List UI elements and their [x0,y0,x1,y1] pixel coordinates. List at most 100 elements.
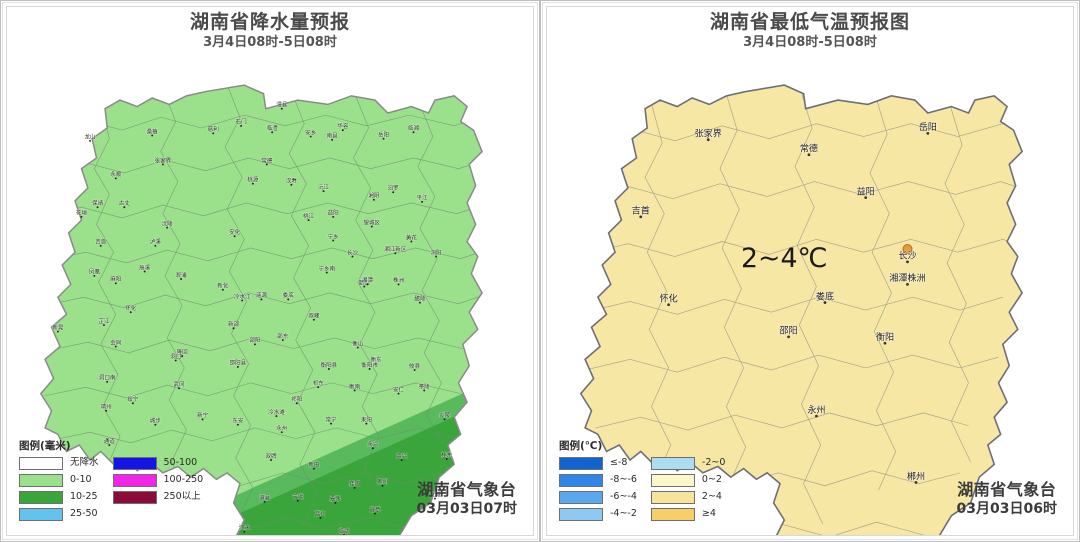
place-marker-dot [106,380,109,383]
map-place-label: 东安 [232,416,244,426]
place-name: 耒阳 [361,415,373,423]
place-name: 安仁 [393,385,405,393]
precipitation-credit-org: 湖南省气象台 [417,480,517,499]
map-place-label: 邵东 [277,332,289,342]
place-marker-dot [807,153,811,157]
map-place-label: 邵阳 [779,325,798,339]
map-place-label: 韶山 [358,278,370,288]
map-place-label: 绥宁 [127,395,139,405]
place-marker-dot [307,219,310,222]
province-outline [579,84,1024,535]
capital-marker-changsha [902,243,913,255]
place-marker-dot [342,534,345,535]
place-marker-dot [295,402,298,405]
place-marker-dot [353,486,356,489]
legend-item: 0-10 [19,473,99,487]
precipitation-panel: 湖南省降水量预报 3月4日08时-5日08时 [0,0,540,542]
place-name: 永顺 [110,170,122,178]
prefecture-boundaries [580,85,1023,535]
map-place-label: 怀化 [125,304,137,314]
map-place-label: 祁阳 [291,395,303,405]
legend-item: 25-50 [19,507,99,521]
map-place-label: 冷水江 [233,292,251,302]
legend-label: 250以上 [163,491,201,503]
place-name: 桑植 [147,127,159,135]
place-marker-dot [815,414,818,418]
place-name: 道县 [259,494,271,502]
place-marker-dot [131,402,134,405]
place-name: 龙山 [85,133,96,141]
place-name: 靖州 [101,403,112,411]
place-marker-dot [154,423,157,426]
temperature-legend-column-left: ≤-8 -8~-6 -6~-4 -4~-2 [559,456,637,521]
place-name: 石门 [236,118,248,126]
place-name: 湘潭 [362,276,374,284]
place-marker-dot [787,335,790,339]
map-place-label: 冷水滩 [268,408,286,418]
place-name: 新邵 [228,320,240,328]
map-place-label: 攸县 [409,362,421,372]
place-name: 泸溪 [150,238,162,246]
place-marker-dot [93,274,96,277]
place-name: 常德 [800,143,818,155]
legend-label: -8~-6 [610,474,637,486]
map-place-label: 常德 [799,142,819,157]
place-marker-dot [435,255,437,258]
place-name: 汝城 [429,490,441,498]
legend-swatch [112,456,157,470]
place-name: 洞口 [170,352,181,360]
place-name: 宁乡 [328,232,339,240]
place-marker-dot [236,365,239,368]
place-marker-dot [341,129,344,132]
place-marker-dot [397,283,400,286]
precipitation-legend-column-right: 50-100 100-250 250以上 [112,456,203,521]
place-name: 桃源 [247,176,259,184]
place-marker-dot [823,301,827,304]
map-place-label: 桑植 [146,127,159,137]
place-marker-dot [270,459,273,461]
place-name: 浏阳 [430,248,442,256]
place-marker-dot [639,215,643,219]
temperature-range-annotation: 2~4℃ [741,243,828,274]
legend-label: 10-25 [70,491,98,503]
map-place-label: 怀化 [659,292,678,307]
legend-item: 2~4 [650,490,725,504]
map-place-label: 双峰 [308,311,320,321]
place-marker-dot [327,368,330,370]
map-place-label: 桂东 [441,450,453,460]
place-name: 黄花 [406,233,418,241]
place-name: 新晃 [52,323,64,331]
place-name: 双峰 [308,312,320,320]
map-place-label: 衡山 [352,339,364,349]
place-marker-dot [281,339,284,342]
place-name: 资兴 [396,452,408,460]
map-place-label: 道县 [259,493,271,503]
map-place-label: 郴州 [377,477,388,487]
temperature-map-title: 湖南省最低气温预报图 [709,11,910,33]
map-place-label: 洞口南 [98,373,116,383]
place-name: 新化 [217,282,229,290]
place-name: 临澧 [267,124,279,132]
map-place-label: 会同 [110,338,122,348]
place-marker-dot [221,288,224,291]
place-name: 岳阳 [378,131,390,139]
legend-item: 10-25 [19,490,99,504]
temperature-panel: 湖南省最低气温预报图 3月4日08时-5日08时 [540,0,1080,542]
place-name: 江永 [239,524,251,532]
legend-label: 2~4 [701,491,722,503]
legend-label: -4~-2 [610,508,637,520]
legend-label: 0~2 [701,474,722,486]
place-name: 宁远 [292,493,304,501]
place-name: 永州 [807,404,825,416]
place-name: 株洲 [393,276,405,284]
place-marker-dot [114,282,117,285]
map-place-label: 临武 [338,526,350,535]
map-place-label: 洞口 [170,352,182,362]
place-marker-dot [114,345,117,348]
place-name: 涟源 [256,291,268,299]
legend-label: 0-10 [70,474,92,486]
legend-swatch [112,490,157,504]
place-name: 冷水江 [234,292,251,300]
place-marker-dot [443,418,446,421]
